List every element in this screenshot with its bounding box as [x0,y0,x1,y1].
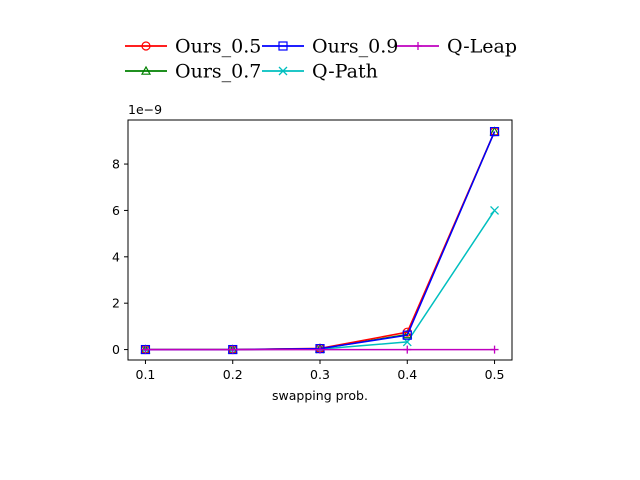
legend-marker [140,65,152,75]
data-point [489,126,500,137]
data-point [402,330,412,340]
plot-area: 0.1 0.2 0.3 0.4 0.5 0 2 4 6 8 [112,119,513,382]
x-tick-label: 0.5 [485,367,505,382]
legend-entry: Ours_0.9 [262,36,398,58]
legend-entry: Ours_0.7 [125,61,261,83]
legend-label: Ours_0.9 [312,36,398,58]
series-ours-0-5 [140,126,500,355]
y-tick-label: 6 [112,203,120,218]
legend-label: Q-Leap [447,36,517,58]
legend-marker [414,42,422,50]
series-line [145,131,496,351]
legend-entry: Q-Path [262,61,378,83]
y-tick-label: 0 [112,342,120,357]
series-line [145,131,496,351]
y-tick-label: 4 [112,249,120,264]
x-tick-label: 0.1 [136,367,156,382]
data-point [490,345,499,354]
legend-entry: Q-Leap [397,36,517,58]
legend-label: Ours_0.5 [175,36,261,58]
y-tick-label: 2 [112,296,120,311]
x-tick-label: 0.4 [397,367,417,382]
data-point [402,329,413,339]
y-offset-label: 1e−9 [128,102,162,117]
x-tick-label: 0.2 [223,367,243,382]
x-axis-label: swapping prob. [272,388,368,403]
series-ours-0-9 [140,126,500,355]
series-line [145,210,496,351]
axes-frame [127,119,513,361]
data-point [228,345,237,354]
legend-label: Q-Path [312,61,378,83]
y-tick-label: 8 [112,157,120,172]
x-tick-label: 0.3 [310,367,330,382]
legend-marker [278,41,288,51]
legend: Ours_0.5 Ours_0.9 Q-Leap Ours_0.7 Q-Path [125,36,517,83]
series-q-leap [141,345,499,354]
data-point [489,126,500,136]
series-line [145,131,496,351]
legend-label: Ours_0.7 [175,61,261,83]
series-q-path [140,205,500,355]
data-point [490,205,500,215]
data-point [403,345,412,354]
series-ours-0-7 [140,126,500,354]
data-point [316,345,324,354]
legend-entry: Ours_0.5 [125,36,261,58]
legend-marker [141,41,151,51]
legend-marker [278,66,288,76]
data-point [141,345,150,354]
